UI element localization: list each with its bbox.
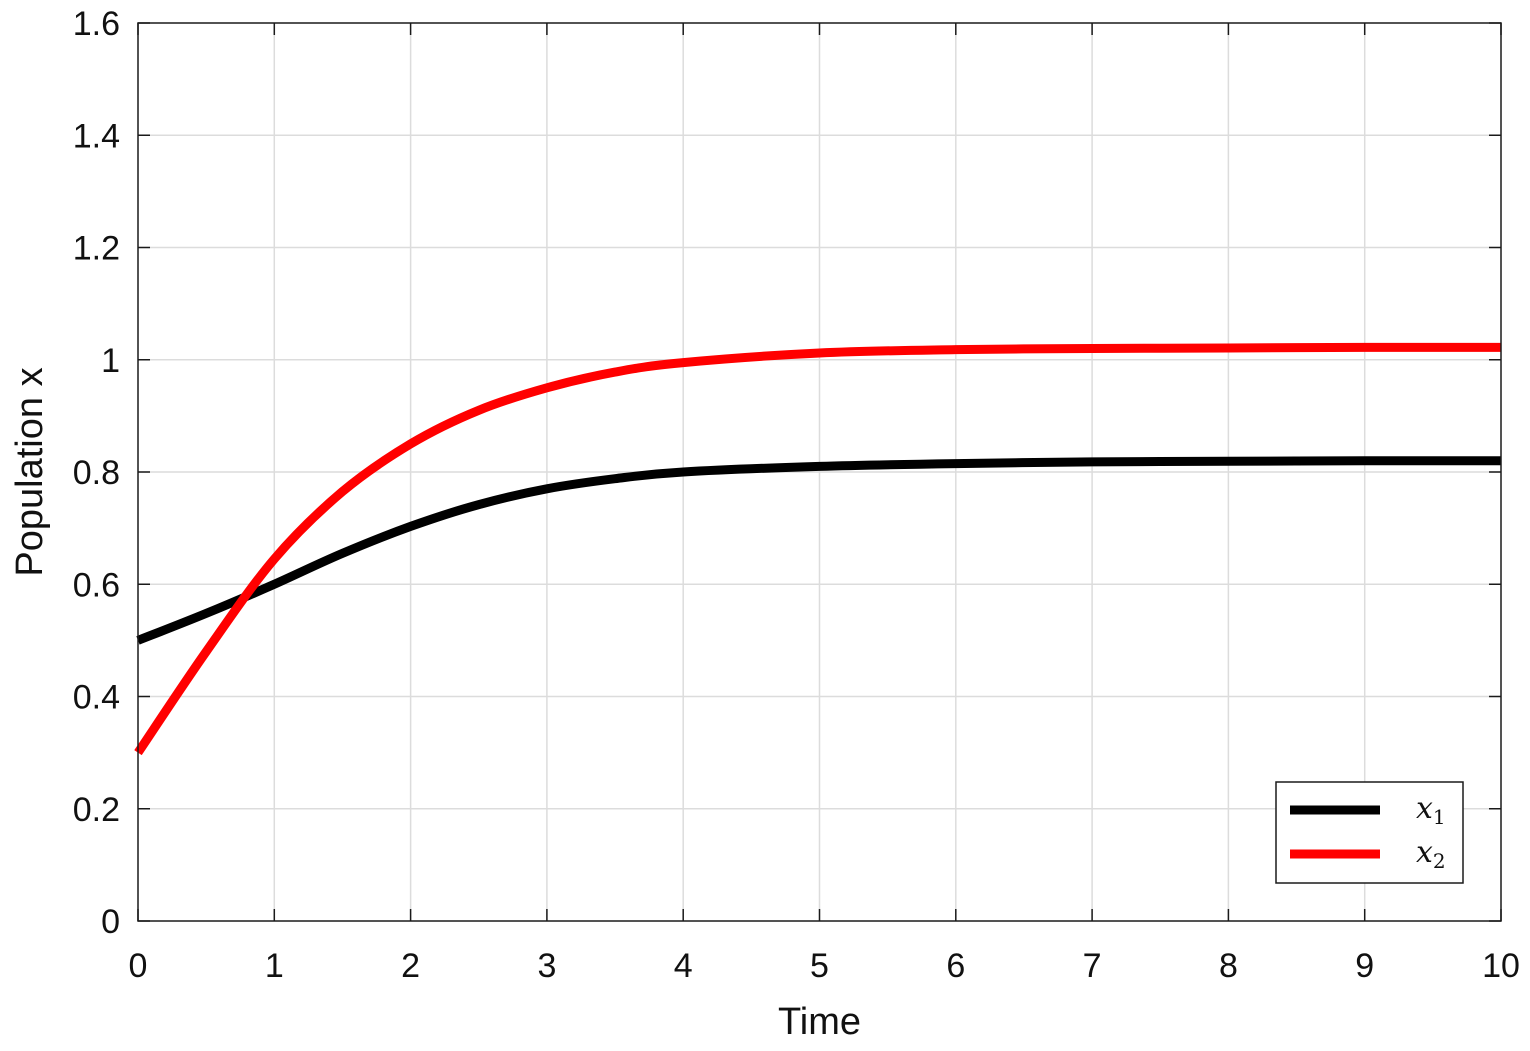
x-axis-label: Time — [778, 1001, 861, 1043]
grid — [138, 23, 1501, 921]
y-tick-label: 1.2 — [73, 230, 120, 268]
x-tick-label: 0 — [129, 947, 148, 985]
y-tick-label: 1.4 — [73, 117, 120, 155]
legend-box — [1275, 781, 1464, 884]
x-tick-label: 5 — [810, 947, 829, 985]
series-line-x1 — [136, 456, 1502, 645]
legend-subscript: 2 — [1433, 849, 1446, 873]
y-tick-label: 0.6 — [73, 566, 120, 604]
y-tick-label: 1 — [101, 342, 120, 380]
x-tick-label: 10 — [1482, 947, 1520, 985]
legend-label-x2: x2 — [1416, 835, 1446, 873]
x-tick-label: 4 — [674, 947, 693, 985]
x-tick-label: 6 — [946, 947, 965, 985]
tick-labels: 0 1 2 3 4 5 6 7 8 9 10 0 0.2 0.4 0.6 0.8 1 1.2 1.4 1.6 — [73, 5, 1520, 985]
x-tick-label: 7 — [1083, 947, 1102, 985]
x-tick-label: 2 — [401, 947, 420, 985]
y-tick-label: 0.2 — [73, 791, 120, 829]
y-tick-label: 1.6 — [73, 5, 120, 43]
x-tick-label: 3 — [537, 947, 556, 985]
x-tick-label: 1 — [265, 947, 284, 985]
y-tick-label: 0.4 — [73, 679, 120, 717]
series-line-x2 — [134, 342, 1502, 756]
series-layer — [134, 342, 1502, 756]
y-axis-label: Population x — [9, 367, 51, 576]
legend-subscript: 1 — [1433, 805, 1446, 829]
y-tick-label: 0.8 — [73, 454, 120, 492]
x-tick-label: 8 — [1219, 947, 1238, 985]
y-tick-label: 0 — [101, 903, 120, 941]
x-tick-label: 9 — [1355, 947, 1374, 985]
tick-layer — [137, 22, 1502, 922]
